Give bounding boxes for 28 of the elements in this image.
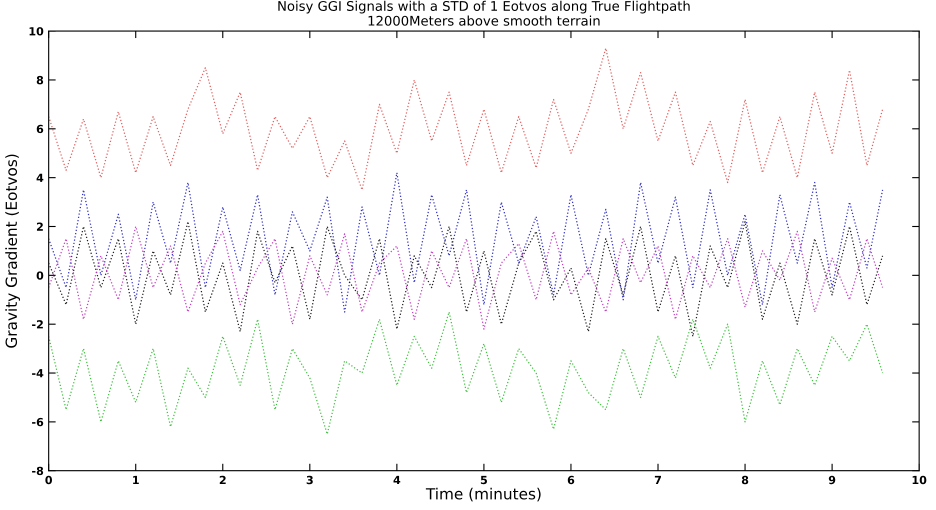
y-tick-label: 6 bbox=[36, 124, 44, 134]
y-tick-label: 4 bbox=[36, 174, 44, 182]
x-tick-label: 9 bbox=[828, 476, 836, 484]
line-series bbox=[48, 311, 884, 435]
y-tick-label: -6 bbox=[32, 418, 44, 426]
chart-title: Noisy GGI Signals with a STD of 1 Eotvos along True Flightpath bbox=[278, 0, 690, 14]
x-tick-label: 3 bbox=[306, 476, 313, 484]
x-tick-label: 4 bbox=[394, 476, 400, 484]
y-tick-label: 10 bbox=[30, 27, 44, 36]
x-axis-title: Time (minutes) bbox=[426, 488, 541, 502]
x-tick-label: 10 bbox=[912, 476, 926, 484]
x-tick-label: 8 bbox=[742, 476, 748, 484]
y-tick-label: 2 bbox=[36, 222, 43, 231]
x-tick-label: 7 bbox=[654, 476, 661, 484]
line-series bbox=[48, 172, 884, 313]
y-tick-label: -4 bbox=[32, 369, 44, 378]
x-tick-label: 1 bbox=[133, 476, 139, 484]
y-axis-title: Gravity Gradient (Eotvos) bbox=[5, 154, 20, 348]
y-tick-label: -8 bbox=[32, 466, 44, 476]
x-tick-label: 2 bbox=[220, 476, 226, 484]
x-tick-label: 5 bbox=[480, 476, 487, 484]
y-tick-label: 8 bbox=[36, 76, 44, 84]
line-series bbox=[48, 48, 884, 190]
y-tick-label: -2 bbox=[32, 320, 43, 328]
x-tick-label: 0 bbox=[45, 476, 52, 484]
y-tick-label: 0 bbox=[36, 271, 44, 280]
chart-subtitle: 12000Meters above smooth terrain bbox=[368, 16, 600, 26]
x-tick-label: 6 bbox=[568, 476, 574, 484]
